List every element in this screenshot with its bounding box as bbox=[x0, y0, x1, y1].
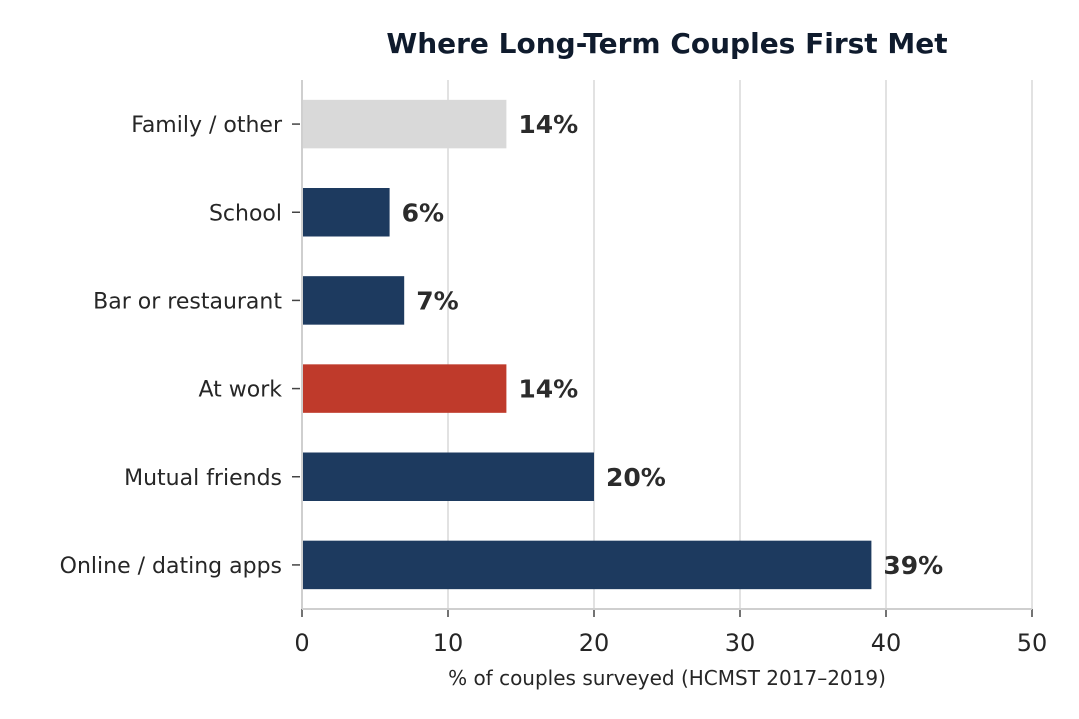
bar bbox=[302, 364, 507, 413]
data-label: 20% bbox=[606, 463, 666, 492]
chart-title: Where Long-Term Couples First Met bbox=[386, 27, 947, 60]
x-tick-label: 30 bbox=[725, 629, 756, 657]
bar bbox=[302, 540, 872, 590]
x-tick-label: 40 bbox=[871, 629, 902, 657]
data-label: 7% bbox=[416, 286, 458, 315]
data-label: 14% bbox=[518, 110, 578, 139]
grid-lines bbox=[447, 80, 1033, 609]
x-tick-label: 10 bbox=[433, 629, 464, 657]
y-tick-label: Family / other bbox=[131, 113, 283, 138]
y-tick-label: At work bbox=[198, 378, 282, 403]
x-tick-label: 0 bbox=[294, 629, 309, 657]
axes: 0 10 20 30 40 50 Online / dating apps Mutual fr… bbox=[60, 80, 1048, 657]
y-tick-label: Bar or restaurant bbox=[93, 289, 282, 314]
x-tick-label: 20 bbox=[579, 629, 610, 657]
bar bbox=[302, 276, 405, 325]
bars: 39% 20% 14% 7% 6% 14% bbox=[302, 99, 943, 590]
data-label: 6% bbox=[402, 198, 444, 227]
x-tick-label: 50 bbox=[1017, 629, 1048, 657]
bar bbox=[302, 452, 594, 501]
bar bbox=[302, 99, 507, 149]
bar bbox=[302, 188, 390, 237]
y-tick-label: Mutual friends bbox=[124, 466, 282, 491]
data-label: 39% bbox=[883, 551, 943, 580]
data-label: 14% bbox=[518, 375, 578, 404]
x-axis-label: % of couples surveyed (HCMST 2017–2019) bbox=[448, 666, 886, 690]
y-tick-label: Online / dating apps bbox=[60, 554, 282, 579]
y-tick-label: School bbox=[209, 201, 282, 226]
